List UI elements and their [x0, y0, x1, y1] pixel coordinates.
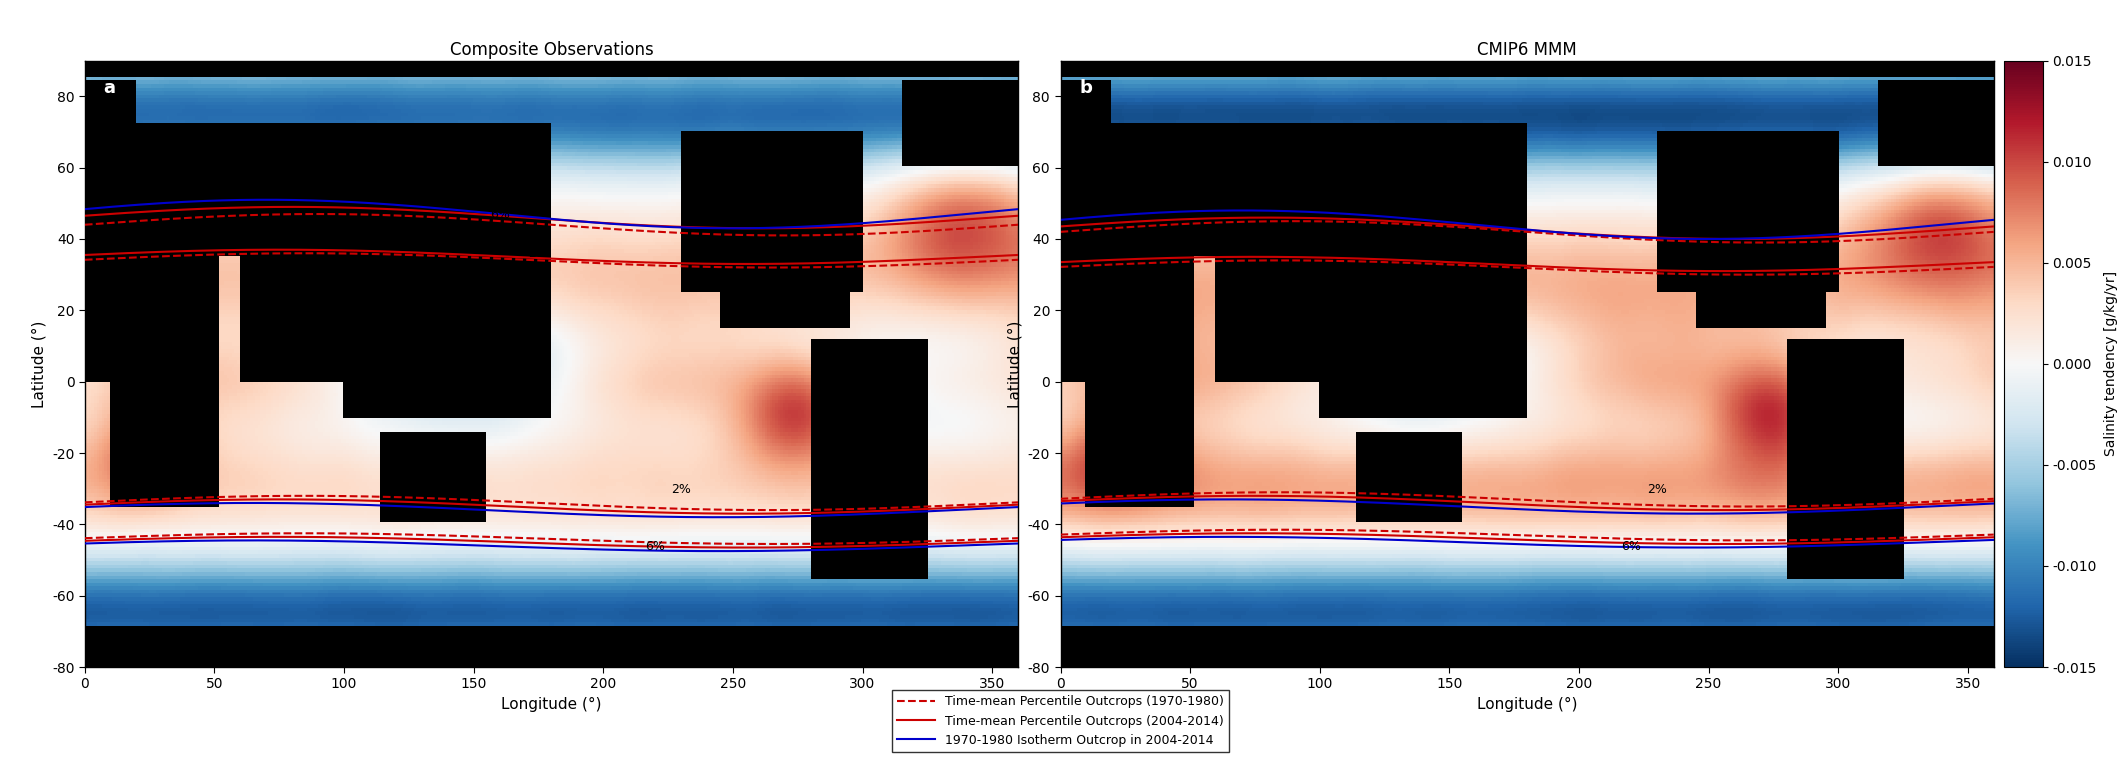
- Y-axis label: Latitude (°): Latitude (°): [1007, 320, 1022, 408]
- Text: 6%: 6%: [490, 208, 509, 221]
- Title: CMIP6 MMM: CMIP6 MMM: [1476, 41, 1578, 59]
- Text: a: a: [104, 79, 115, 97]
- Title: Composite Observations: Composite Observations: [450, 41, 653, 59]
- Legend: Time-mean Percentile Outcrops (1970-1980), Time-mean Percentile Outcrops (2004-2: Time-mean Percentile Outcrops (1970-1980…: [893, 691, 1228, 752]
- Text: 2%: 2%: [1504, 247, 1525, 261]
- X-axis label: Longitude (°): Longitude (°): [1476, 697, 1578, 712]
- Text: 2%: 2%: [670, 483, 691, 496]
- Y-axis label: Salinity tendency [g/kg/yr]: Salinity tendency [g/kg/yr]: [2104, 271, 2117, 456]
- Text: 6%: 6%: [1620, 540, 1642, 553]
- Text: 2%: 2%: [1646, 483, 1667, 496]
- Text: b: b: [1080, 79, 1092, 97]
- X-axis label: Longitude (°): Longitude (°): [501, 697, 602, 712]
- Text: 6%: 6%: [1466, 208, 1485, 221]
- Y-axis label: Latitude (°): Latitude (°): [32, 320, 47, 408]
- Text: 6%: 6%: [645, 540, 666, 553]
- Text: 2%: 2%: [528, 247, 549, 261]
